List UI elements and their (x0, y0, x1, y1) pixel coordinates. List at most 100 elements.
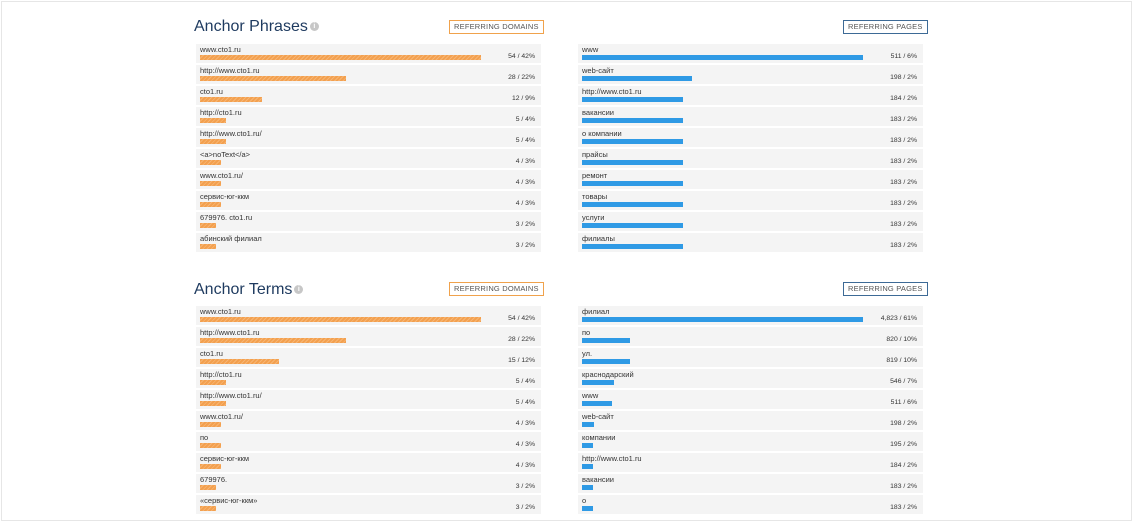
referring-domains-bar (200, 97, 262, 102)
anchor-label: http://www.cto1.ru (582, 87, 642, 96)
list-item[interactable]: www 511 / 6% (578, 44, 923, 63)
list-item[interactable]: филиалы 183 / 2% (578, 233, 923, 252)
info-icon[interactable]: i (294, 285, 304, 295)
list-item[interactable]: cto1.ru 15 / 12% (196, 348, 541, 367)
referring-pages-bar (582, 380, 614, 385)
anchor-label: www (582, 45, 599, 54)
list-item[interactable]: http://cto1.ru 5 / 4% (196, 369, 541, 388)
count-percent: 5 / 4% (515, 116, 535, 123)
list-item[interactable]: вакансии 183 / 2% (578, 107, 923, 126)
count-percent: 4 / 3% (515, 462, 535, 469)
list-item[interactable]: http://www.cto1.ru/5 / 4% (196, 128, 541, 147)
referring-domains-bar (200, 181, 221, 186)
list-item[interactable]: вакансии 183 / 2% (578, 474, 923, 493)
referring-pages-bar (582, 181, 683, 186)
list-item[interactable]: http://cto1.ru 5 / 4% (196, 107, 541, 126)
section-title-text: Anchor Terms (194, 281, 293, 298)
referring-domains-bar (200, 359, 279, 364)
list-item[interactable]: краснодарский 546 / 7% (578, 369, 923, 388)
list-item[interactable]: по 4 / 3% (196, 432, 541, 451)
list-item[interactable]: «сервис-юг-ккм» 3 / 2% (196, 495, 541, 514)
list-item[interactable]: web-сайт 198 / 2% (578, 65, 923, 84)
info-icon[interactable]: i (309, 22, 319, 32)
referring-domains-button[interactable]: REFERRING DOMAINS (449, 20, 544, 34)
list-item[interactable]: сервис-юг-ккм 4 / 3% (196, 453, 541, 472)
referring-pages-bar (582, 422, 594, 427)
anchor-label: абинский филиал (200, 234, 262, 243)
count-percent: 183 / 2% (890, 483, 917, 490)
referring-domains-bar (200, 55, 481, 60)
count-percent: 3 / 2% (515, 504, 535, 511)
list-item[interactable]: сервис-юг-ккм 4 / 3% (196, 191, 541, 210)
referring-pages-bar (582, 76, 692, 81)
list-item[interactable]: web-сайт 198 / 2% (578, 411, 923, 430)
list-item[interactable]: прайсы 183 / 2% (578, 149, 923, 168)
list-item[interactable]: о 183 / 2% (578, 495, 923, 514)
anchor-label: ул. (582, 349, 593, 358)
list-item[interactable]: товары 183 / 2% (578, 191, 923, 210)
anchor-label: вакансии (582, 108, 614, 117)
list-item[interactable]: о компании 183 / 2% (578, 128, 923, 147)
referring-domains-bar (200, 244, 216, 249)
anchor-label: cto1.ru (200, 349, 223, 358)
count-percent: 28 / 22% (508, 336, 535, 343)
list-item[interactable]: http://www.cto1.ru 28 / 22% (196, 65, 541, 84)
list-item[interactable]: абинский филиал 3 / 2% (196, 233, 541, 252)
anchor-label: http://cto1.ru (200, 108, 242, 117)
count-percent: 183 / 2% (890, 179, 917, 186)
anchor-label: сервис-юг-ккм (200, 454, 250, 463)
referring-pages-bar (582, 401, 612, 406)
anchor-label: web-сайт (582, 412, 614, 421)
anchor-label: компании (582, 433, 616, 442)
referring-pages-bar (582, 464, 593, 469)
anchor-label: вакансии (582, 475, 614, 484)
referring-pages-button[interactable]: REFERRING PAGES (843, 20, 928, 34)
list-item[interactable]: компании 195 / 2% (578, 432, 923, 451)
list-item[interactable]: услуги 183 / 2% (578, 212, 923, 231)
anchor-label: товары (582, 192, 608, 201)
list-item[interactable]: ул. 819 / 10% (578, 348, 923, 367)
list-item[interactable]: http://www.cto1.ru 28 / 22% (196, 327, 541, 346)
count-percent: 198 / 2% (890, 420, 917, 427)
list-item[interactable]: по 820 / 10% (578, 327, 923, 346)
referring-domains-bar (200, 380, 226, 385)
anchor-label: услуги (582, 213, 605, 222)
list-item[interactable]: 679976. cto1.ru 3 / 2% (196, 212, 541, 231)
anchor-label: филиал (582, 307, 610, 316)
referring-domains-bar (200, 338, 346, 343)
referring-domains-bar (200, 317, 481, 322)
list-item[interactable]: www.cto1.ru/4 / 3% (196, 411, 541, 430)
count-percent: 184 / 2% (890, 95, 917, 102)
list-item[interactable]: http://www.cto1.ru 184 / 2% (578, 453, 923, 472)
list-item[interactable]: www.cto1.ru 54 / 42% (196, 44, 541, 63)
list-item[interactable]: www.cto1.ru 54 / 42% (196, 306, 541, 325)
anchor-label: http://www.cto1.ru (582, 454, 642, 463)
count-percent: 546 / 7% (890, 378, 917, 385)
referring-pages-bar (582, 506, 593, 511)
anchor-label: www.cto1.ru/ (200, 171, 243, 180)
list-item[interactable]: 679976. 3 / 2% (196, 474, 541, 493)
referring-pages-bar (582, 317, 863, 322)
referring-pages-button[interactable]: REFERRING PAGES (843, 282, 928, 296)
referring-pages-bar (582, 338, 630, 343)
count-percent: 511 / 6% (890, 53, 917, 60)
count-percent: 820 / 10% (886, 336, 917, 343)
list-item[interactable]: http://www.cto1.ru/5 / 4% (196, 390, 541, 409)
list-item[interactable]: http://www.cto1.ru 184 / 2% (578, 86, 923, 105)
count-percent: 183 / 2% (890, 158, 917, 165)
list-item[interactable]: ремонт 183 / 2% (578, 170, 923, 189)
count-percent: 5 / 4% (515, 378, 535, 385)
anchor-label: http://cto1.ru (200, 370, 242, 379)
list-item[interactable]: филиал 4,823 / 61% (578, 306, 923, 325)
list-item[interactable]: www.cto1.ru/4 / 3% (196, 170, 541, 189)
list-item[interactable]: <a>noText</a> 4 / 3% (196, 149, 541, 168)
count-percent: 4 / 3% (515, 200, 535, 207)
referring-pages-bar (582, 55, 863, 60)
referring-domains-button[interactable]: REFERRING DOMAINS (449, 282, 544, 296)
referring-domains-bar (200, 464, 221, 469)
list-item[interactable]: www 511 / 6% (578, 390, 923, 409)
anchor-label: 679976. cto1.ru (200, 213, 253, 222)
count-percent: 3 / 2% (515, 242, 535, 249)
list-item[interactable]: cto1.ru 12 / 9% (196, 86, 541, 105)
count-percent: 3 / 2% (515, 221, 535, 228)
